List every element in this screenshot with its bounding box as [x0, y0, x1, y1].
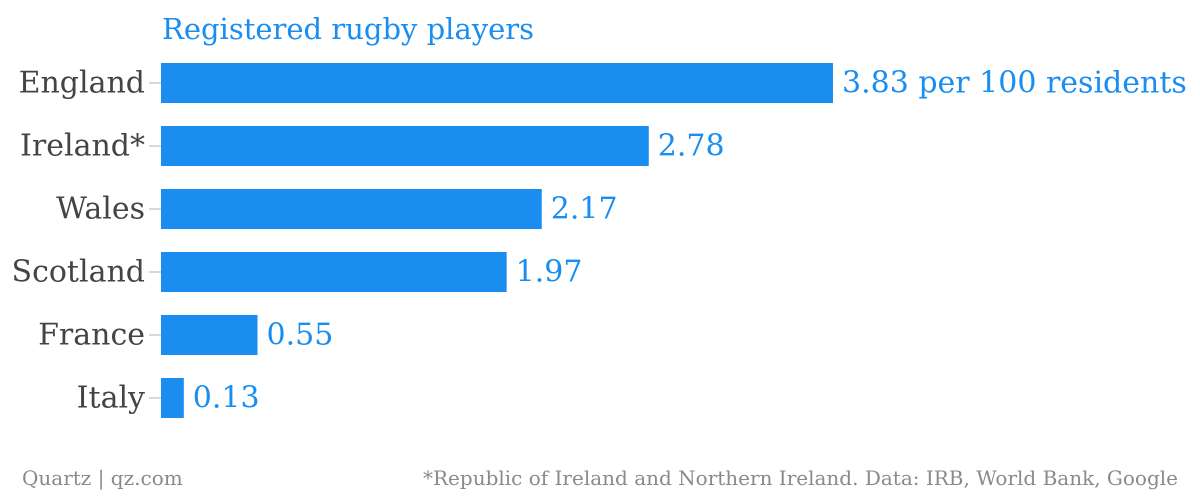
category-label: Wales: [56, 192, 145, 227]
value-label: 0.13: [193, 381, 260, 416]
value-label: 1.97: [516, 255, 583, 290]
bar: [161, 126, 649, 166]
bar: [161, 63, 833, 103]
value-label: 3.83 per 100 residents: [842, 66, 1187, 101]
value-label: 2.78: [658, 129, 725, 164]
chart-title: Registered rugby players: [162, 12, 535, 46]
bar: [161, 378, 184, 418]
bar: [161, 252, 507, 292]
category-label: Italy: [77, 381, 145, 416]
category-label: Ireland*: [20, 129, 145, 164]
value-label: 0.55: [267, 318, 334, 353]
category-label: Scotland: [12, 255, 145, 290]
footer-note: *Republic of Ireland and Northern Irelan…: [423, 466, 1178, 490]
category-label: England: [19, 66, 145, 101]
category-label: France: [38, 318, 145, 353]
value-label: 2.17: [551, 192, 618, 227]
bar: [161, 315, 258, 355]
footer-source: Quartz | qz.com: [22, 466, 183, 490]
bar: [161, 189, 542, 229]
